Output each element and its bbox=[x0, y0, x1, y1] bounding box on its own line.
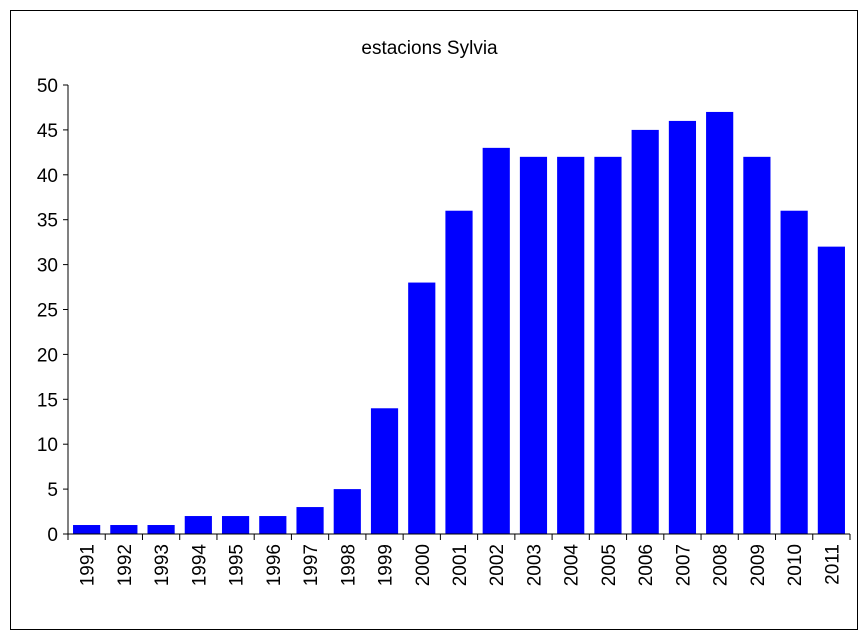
x-tick-label-2004: 2004 bbox=[562, 544, 583, 587]
y-tick-label-0: 0 bbox=[47, 525, 58, 546]
x-tick-label-1994: 1994 bbox=[189, 544, 210, 587]
x-tick-label-2010: 2010 bbox=[785, 544, 806, 586]
axes-group bbox=[63, 84, 851, 540]
x-tick-label-2007: 2007 bbox=[673, 544, 694, 586]
bar-1995 bbox=[221, 516, 250, 534]
y-tick-label-25: 25 bbox=[37, 301, 58, 322]
x-tick-label-2003: 2003 bbox=[524, 544, 545, 586]
bar-2007 bbox=[668, 120, 697, 535]
y-tick-label-10: 10 bbox=[37, 435, 58, 456]
x-tick-label-2008: 2008 bbox=[711, 544, 732, 586]
x-tick-label-1998: 1998 bbox=[338, 544, 359, 586]
bar-1996 bbox=[259, 516, 287, 534]
x-tick-label-2000: 2000 bbox=[413, 544, 434, 586]
bar-1992 bbox=[110, 525, 138, 534]
bar-1998 bbox=[333, 489, 361, 534]
bar-2011 bbox=[817, 246, 845, 534]
y-tick-label-30: 30 bbox=[37, 256, 58, 277]
x-tick-label-2002: 2002 bbox=[487, 544, 508, 586]
x-tick-label-1995: 1995 bbox=[227, 544, 248, 586]
x-tick-label-2005: 2005 bbox=[599, 544, 620, 586]
bars-group bbox=[73, 111, 845, 535]
chart-title: estacions Sylvia bbox=[361, 38, 498, 59]
x-tick-label-2001: 2001 bbox=[450, 544, 471, 586]
bar-2009 bbox=[743, 156, 771, 534]
y-tick-label-35: 35 bbox=[37, 211, 58, 232]
y-tick-labels: 0 5 10 15 20 25 30 35 40 45 50 bbox=[37, 76, 58, 546]
y-tick-label-40: 40 bbox=[37, 166, 58, 187]
bar-2001 bbox=[445, 210, 473, 534]
bar-2010 bbox=[780, 210, 808, 534]
x-tick-label-1997: 1997 bbox=[301, 544, 322, 586]
bar-1993 bbox=[147, 525, 175, 534]
bar-2005 bbox=[594, 156, 622, 534]
x-tick-labels: 1991 1992 1993 1994 1995 1996 1997 1998 1999 2000… bbox=[78, 544, 844, 587]
x-tick-label-2009: 2009 bbox=[748, 544, 769, 586]
x-tick-label-2006: 2006 bbox=[636, 544, 657, 586]
y-tick-label-20: 20 bbox=[37, 345, 58, 366]
bar-1997 bbox=[296, 507, 324, 534]
bar-2002 bbox=[482, 147, 510, 535]
bar-2000 bbox=[408, 282, 436, 534]
bar-2004 bbox=[557, 156, 585, 534]
x-tick-label-1996: 1996 bbox=[264, 544, 285, 586]
bar-2008 bbox=[706, 111, 734, 534]
y-tick-label-15: 15 bbox=[37, 390, 58, 411]
bar-1999 bbox=[370, 408, 399, 534]
bar-2006 bbox=[631, 129, 659, 534]
x-tick-label-1999: 1999 bbox=[376, 544, 397, 586]
x-tick-label-1991: 1991 bbox=[78, 544, 99, 586]
x-tick-label-1992: 1992 bbox=[115, 544, 136, 586]
bar-1991 bbox=[73, 525, 101, 534]
y-tick-label-50: 50 bbox=[37, 76, 58, 97]
bar-1994 bbox=[184, 516, 212, 534]
y-tick-label-45: 45 bbox=[37, 121, 58, 142]
x-tick-label-2011: 2011 bbox=[822, 544, 843, 585]
y-tick-label-5: 5 bbox=[47, 480, 58, 501]
x-tick-label-1993: 1993 bbox=[152, 544, 173, 586]
bar-2003 bbox=[519, 156, 548, 534]
